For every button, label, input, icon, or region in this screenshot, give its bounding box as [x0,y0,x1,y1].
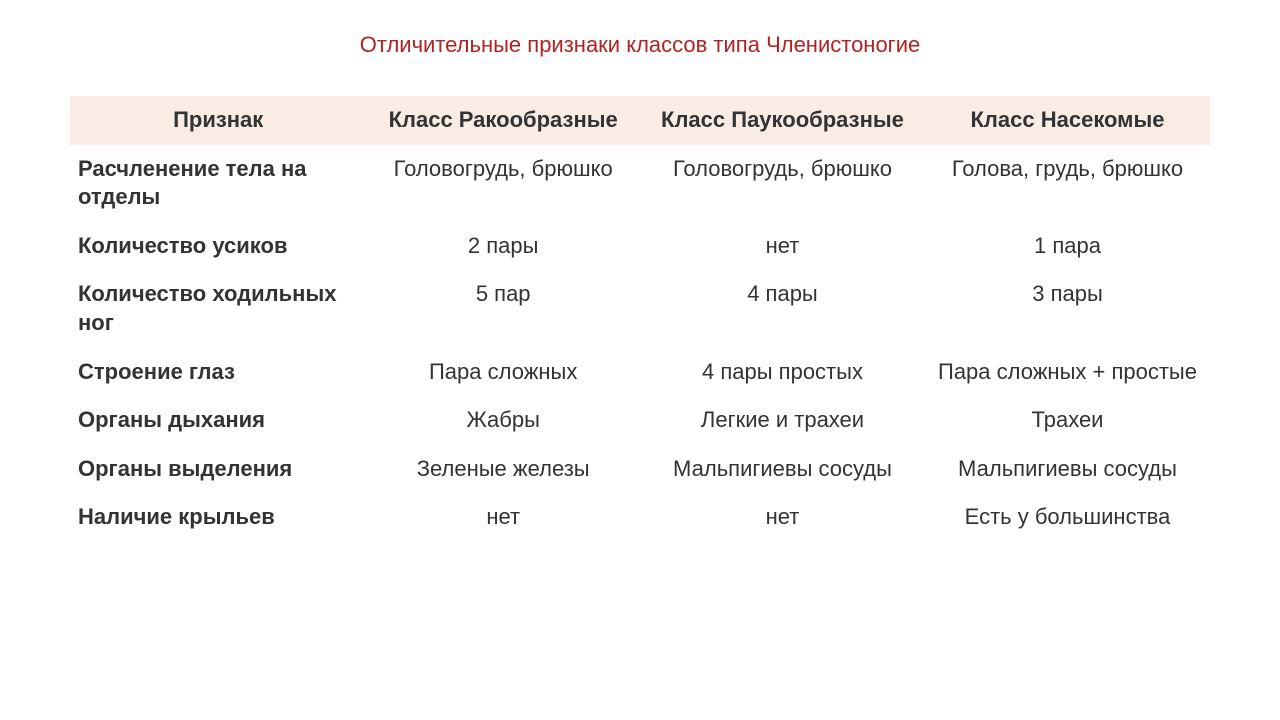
row-value: Пара сложных [366,348,640,397]
table-row: Органы выделения Зеленые железы Мальпиги… [70,445,1210,494]
row-value: Голова, грудь, брюшко [925,145,1210,222]
row-feature: Количество ходильных ног [70,270,366,347]
row-value: 2 пары [366,222,640,271]
row-value: Легкие и трахеи [640,396,925,445]
row-value: Жабры [366,396,640,445]
row-value: 4 пары [640,270,925,347]
row-value: нет [366,493,640,542]
col-header-crustacea: Класс Ракообразные [366,96,640,145]
table-row: Наличие крыльев нет нет Есть у большинст… [70,493,1210,542]
row-feature: Органы дыхания [70,396,366,445]
row-value: 5 пар [366,270,640,347]
row-value: Мальпигиевы сосуды [925,445,1210,494]
arthropod-table: Признак Класс Ракообразные Класс Паукооб… [70,96,1210,542]
row-feature: Строение глаз [70,348,366,397]
row-value: Головогрудь, брюшко [640,145,925,222]
row-value: нет [640,222,925,271]
table-row: Количество ходильных ног 5 пар 4 пары 3 … [70,270,1210,347]
row-value: 1 пара [925,222,1210,271]
row-feature: Органы выделения [70,445,366,494]
col-header-insecta: Класс Насекомые [925,96,1210,145]
table-body: Расчленение тела на отделы Головогрудь, … [70,145,1210,542]
table-row: Расчленение тела на отделы Головогрудь, … [70,145,1210,222]
col-header-feature: Признак [70,96,366,145]
row-value: Есть у большинства [925,493,1210,542]
row-value: Мальпигиевы сосуды [640,445,925,494]
row-value: Зеленые железы [366,445,640,494]
table-row: Строение глаз Пара сложных 4 пары просты… [70,348,1210,397]
page: Отличительные признаки классов типа Член… [0,0,1280,720]
row-value: 4 пары простых [640,348,925,397]
row-value: Трахеи [925,396,1210,445]
page-title: Отличительные признаки классов типа Член… [70,32,1210,58]
row-value: Головогрудь, брюшко [366,145,640,222]
row-value: нет [640,493,925,542]
table-header: Признак Класс Ракообразные Класс Паукооб… [70,96,1210,145]
row-feature: Количество усиков [70,222,366,271]
row-value: 3 пары [925,270,1210,347]
row-feature: Наличие крыльев [70,493,366,542]
table-header-row: Признак Класс Ракообразные Класс Паукооб… [70,96,1210,145]
table-row: Количество усиков 2 пары нет 1 пара [70,222,1210,271]
table-row: Органы дыхания Жабры Легкие и трахеи Тра… [70,396,1210,445]
col-header-arachnida: Класс Паукообразные [640,96,925,145]
row-value: Пара сложных + простые [925,348,1210,397]
row-feature: Расчленение тела на отделы [70,145,366,222]
